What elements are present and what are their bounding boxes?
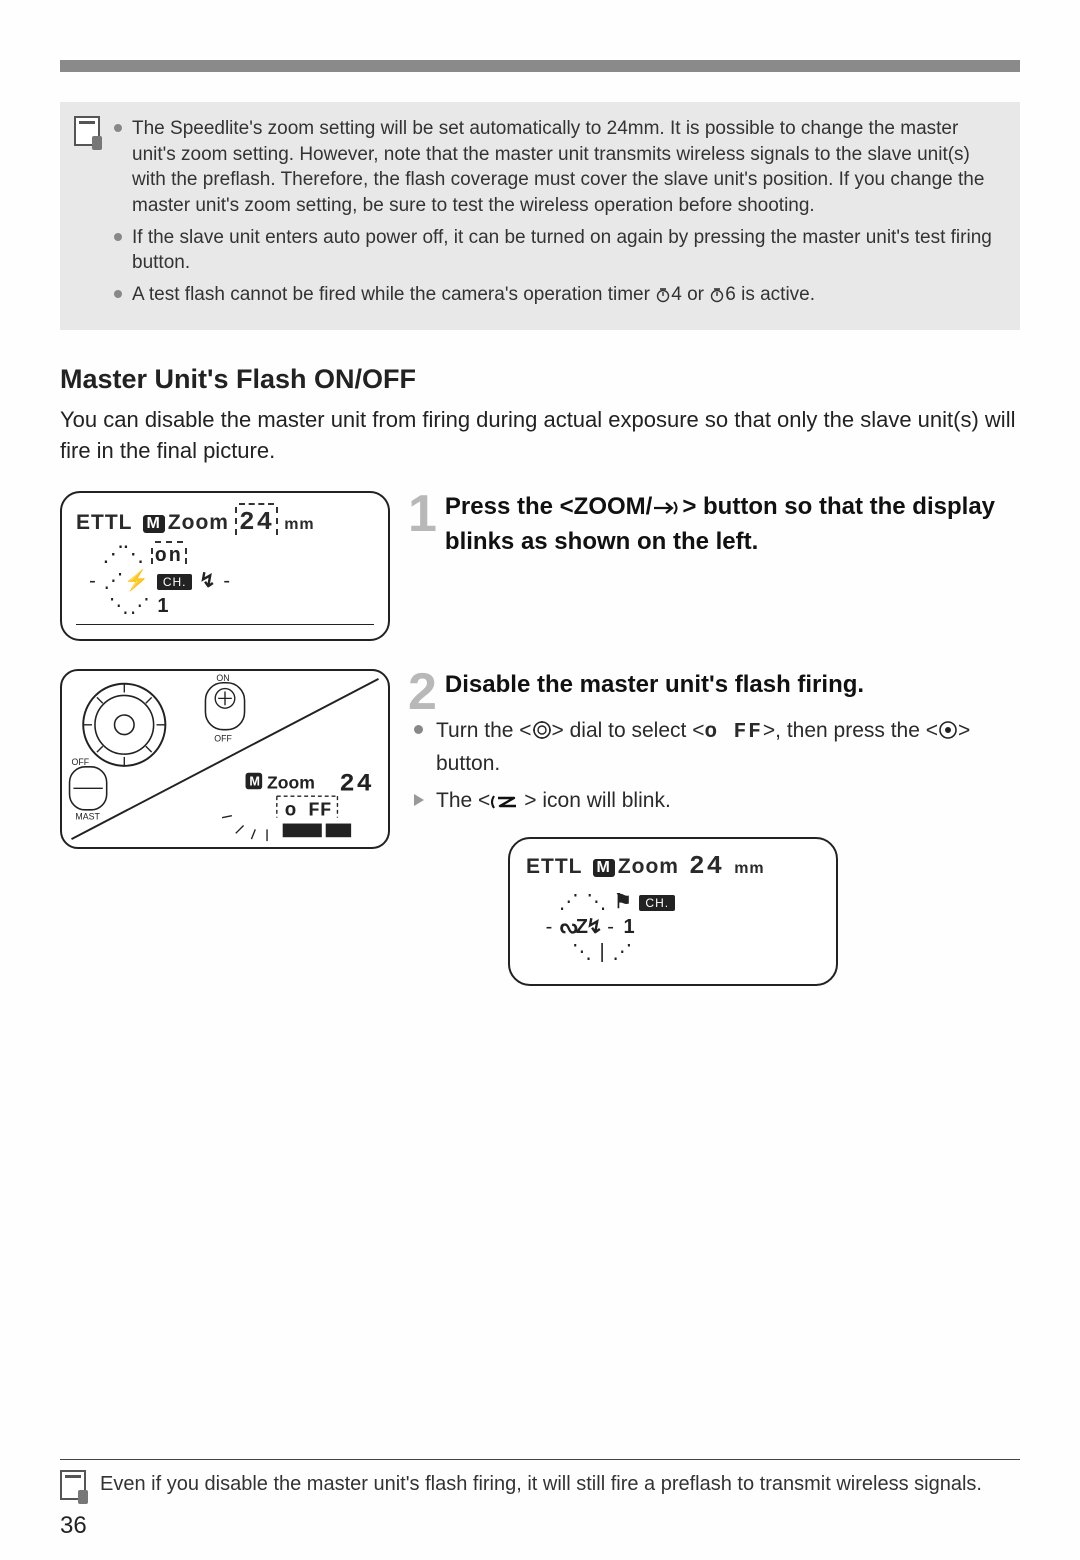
svg-text:OFF: OFF [214, 733, 232, 743]
ch-number: 1 [623, 916, 635, 938]
mm-label: mm [284, 516, 314, 534]
svg-text:24: 24 [339, 769, 373, 798]
svg-text:Zoom: Zoom [267, 772, 315, 792]
svg-text:OFF: OFF [71, 757, 89, 767]
lcd-divider [76, 624, 374, 625]
lcd-top-row: ETTL MZoom 24 mm [76, 503, 374, 537]
step2-text: 2 Disable the master unit's flash firing… [408, 669, 1020, 986]
note-item: The Speedlite's zoom setting will be set… [114, 116, 1002, 219]
lcd-icon-row: ⋰⋱ on - ⋰⚡ CH. ↯ - ⋱⋰ 1 [76, 541, 374, 618]
group-icon: ⚑ [614, 891, 633, 913]
wireless-z-icon [490, 789, 524, 819]
zoom-label: Zoom [618, 855, 679, 878]
set-button-icon [938, 719, 958, 749]
note-icon [74, 116, 100, 146]
ch-number: 1 [157, 595, 169, 617]
footer-note: Even if you disable the master unit's fl… [60, 1459, 1020, 1500]
manual-page: The Speedlite's zoom setting will be set… [0, 0, 1080, 1560]
note-item: A test flash cannot be fired while the c… [114, 282, 1002, 311]
step-2: ON OFF OFF MAST Zoom M 24 o FF [60, 669, 1020, 986]
step1-title: Press the <ZOOM/ > button so that the di… [408, 491, 1020, 559]
result-lcd-wrap: ETTL MZoom 24 mm ⋰ ⋱ ⚑ CH. - ᔓZ↯ - 1 ⋱ | … [508, 837, 1020, 986]
step2-bullet: Turn the < > dial to select <o FF>, then… [408, 716, 1020, 780]
footer-text: Even if you disable the master unit's fl… [100, 1470, 982, 1500]
zoom-value: 24 [239, 503, 274, 537]
ettl-label: ETTL [526, 855, 583, 879]
step1-figure: ETTL MZoom 24 mm ⋰⋱ on - ⋰⚡ CH. ↯ - ⋱⋰ 1 [60, 491, 390, 641]
svg-text:MAST: MAST [75, 812, 100, 822]
svg-text:ON: ON [216, 673, 229, 683]
timer-icon [709, 285, 725, 311]
step2-figure: ON OFF OFF MAST Zoom M 24 o FF [60, 669, 390, 849]
lcd-display-result: ETTL MZoom 24 mm ⋰ ⋱ ⚑ CH. - ᔓZ↯ - 1 ⋱ | … [508, 837, 838, 986]
z-blink-icon: ᔓZ↯ [560, 916, 601, 938]
m-badge: M [143, 515, 165, 533]
zoom-label: Zoom [168, 511, 229, 534]
timer-icon [655, 285, 671, 311]
flash-arc-icon: ⋰⚡ [103, 570, 150, 592]
flash-burst-icon: ⋰ ⋱ [559, 891, 608, 913]
section-heading: Master Unit's Flash ON/OFF [60, 364, 1020, 395]
note-list: The Speedlite's zoom setting will be set… [114, 116, 1002, 316]
step2-list: Turn the < > dial to select <o FF>, then… [408, 716, 1020, 819]
dial-icon [532, 719, 552, 749]
ettl-label: ETTL [76, 511, 133, 535]
svg-text:o FF: o FF [285, 800, 332, 822]
note-icon [60, 1470, 86, 1500]
z-icon: ↯ [199, 570, 217, 592]
svg-text:M: M [249, 773, 260, 788]
m-badge: M [593, 859, 615, 877]
dial-illustration: ON OFF OFF MAST Zoom M 24 o FF [60, 669, 390, 849]
lcd-display-1: ETTL MZoom 24 mm ⋰⋱ on - ⋰⚡ CH. ↯ - ⋱⋰ 1 [60, 491, 390, 641]
off-segment-inline: o FF [704, 721, 762, 744]
zoom-value: 24 [689, 851, 724, 881]
step-number: 2 [408, 669, 437, 716]
lcd-top-row: ETTL MZoom 24 mm [526, 851, 820, 881]
step1-text: 1 Press the <ZOOM/ > button so that the … [408, 491, 1020, 559]
note-item: If the slave unit enters auto power off,… [114, 225, 1002, 276]
header-bar [60, 60, 1020, 72]
mm-label: mm [734, 860, 764, 878]
ch-badge: CH. [157, 574, 193, 590]
wireless-arrow-icon [652, 494, 682, 526]
step2-result: The < > icon will blink. [408, 786, 1020, 819]
page-number: 36 [60, 1512, 87, 1540]
info-note-box: The Speedlite's zoom setting will be set… [60, 102, 1020, 330]
step-1: ETTL MZoom 24 mm ⋰⋱ on - ⋰⚡ CH. ↯ - ⋱⋰ 1 [60, 491, 1020, 641]
ch-badge: CH. [639, 895, 675, 911]
step-number: 1 [408, 491, 437, 538]
lcd-icon-row: ⋰ ⋱ ⚑ CH. - ᔓZ↯ - 1 ⋱ | ⋰ [526, 889, 820, 964]
section-intro: You can disable the master unit from fir… [60, 405, 1020, 467]
step2-title: Disable the master unit's flash firing. [408, 669, 1020, 701]
flash-burst-icon: ⋰⋱ [102, 541, 142, 567]
on-segment: on [155, 541, 183, 568]
